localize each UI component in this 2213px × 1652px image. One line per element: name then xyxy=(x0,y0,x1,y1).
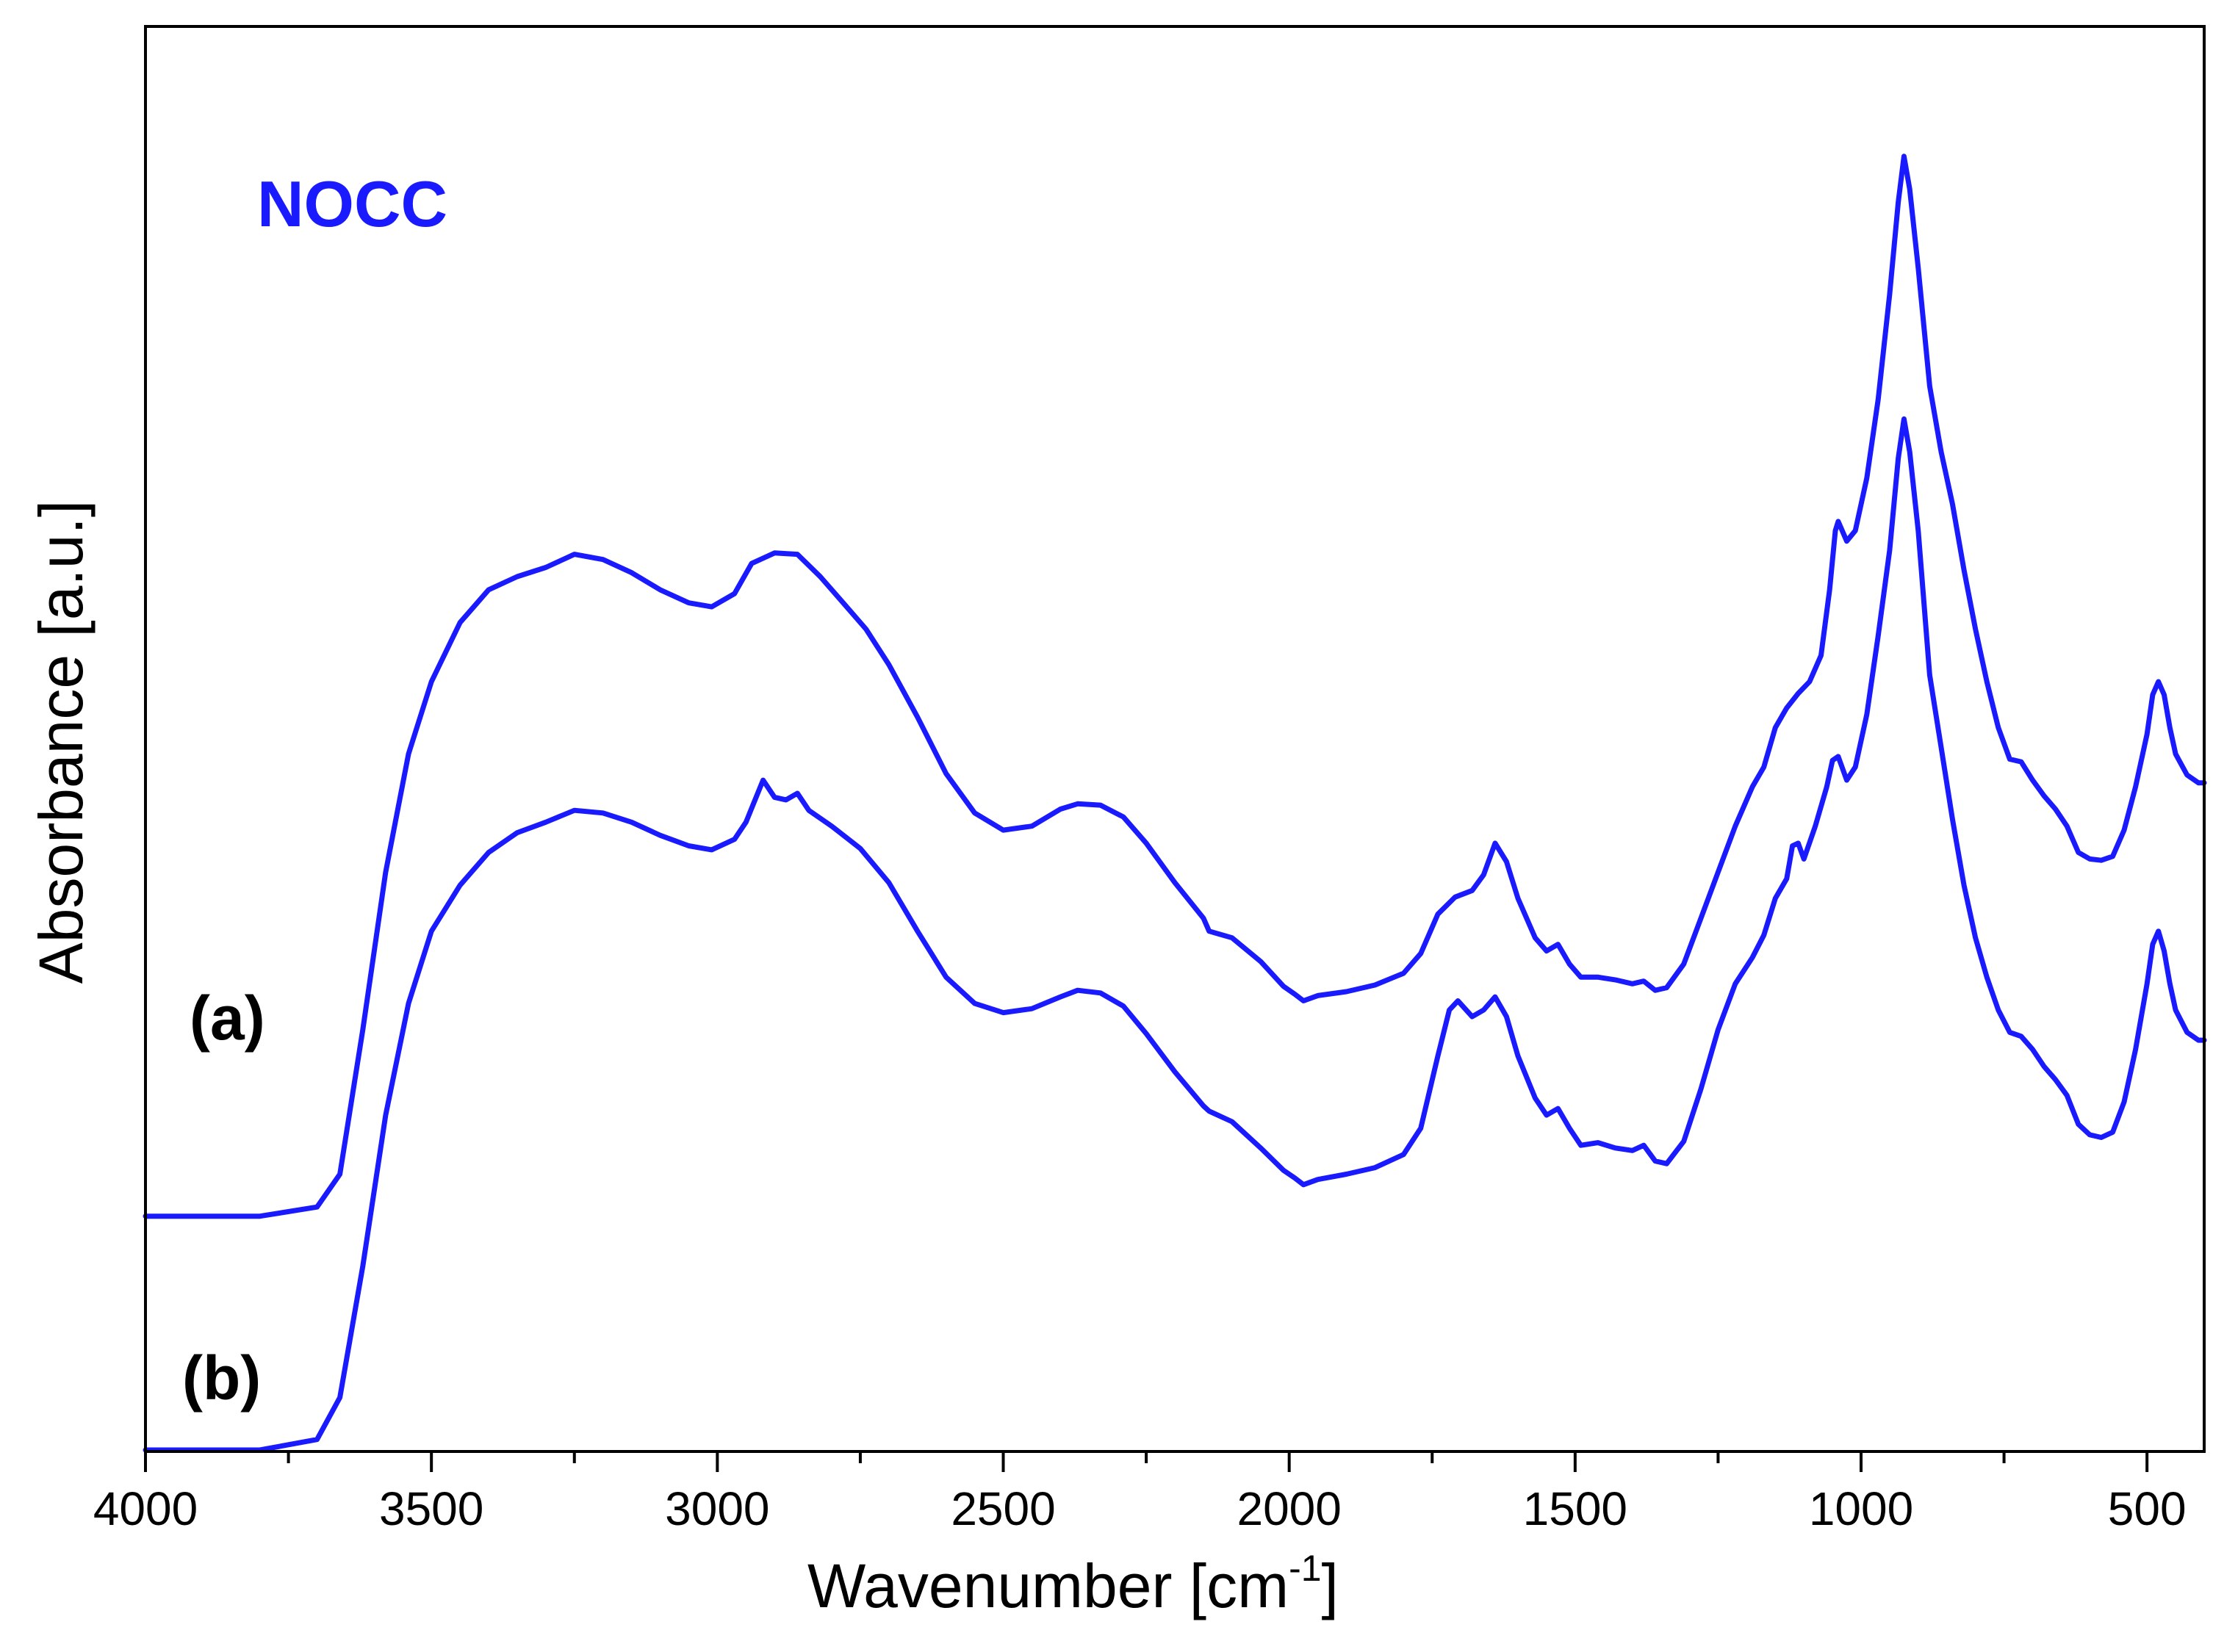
series-group xyxy=(143,154,2207,1453)
x-tick-label-1500: 1500 xyxy=(1523,1482,1627,1535)
plot-frame xyxy=(144,25,2206,1453)
series-label-a: (a) xyxy=(190,984,265,1053)
x-axis-ticks xyxy=(144,1451,2149,1472)
x-tick-label-500: 500 xyxy=(2108,1482,2187,1535)
x-axis-tick-labels: 4000 3500 3000 2500 2000 1500 1000 500 xyxy=(93,1482,2187,1535)
series-line-a xyxy=(143,154,2207,1219)
x-axis-label-sup: -1 xyxy=(1289,1548,1321,1589)
x-tick-label-3000: 3000 xyxy=(665,1482,769,1535)
x-tick-label-1000: 1000 xyxy=(1809,1482,1913,1535)
x-tick-label-3500: 3500 xyxy=(379,1482,483,1535)
x-axis-label: Wavenumber [cm-1] xyxy=(807,1548,1339,1620)
series-line-b xyxy=(143,416,2207,1453)
chart-annotation-nocc: NOCC xyxy=(257,167,447,240)
x-tick-label-4000: 4000 xyxy=(93,1482,198,1535)
x-axis-label-main: Wavenumber [cm xyxy=(807,1551,1289,1620)
x-tick-label-2000: 2000 xyxy=(1237,1482,1341,1535)
x-tick-label-2500: 2500 xyxy=(951,1482,1055,1535)
y-axis-label: Absorbance [a.u.] xyxy=(26,500,96,984)
series-label-b: (b) xyxy=(182,1343,261,1413)
x-axis-label-close: ] xyxy=(1322,1551,1339,1620)
